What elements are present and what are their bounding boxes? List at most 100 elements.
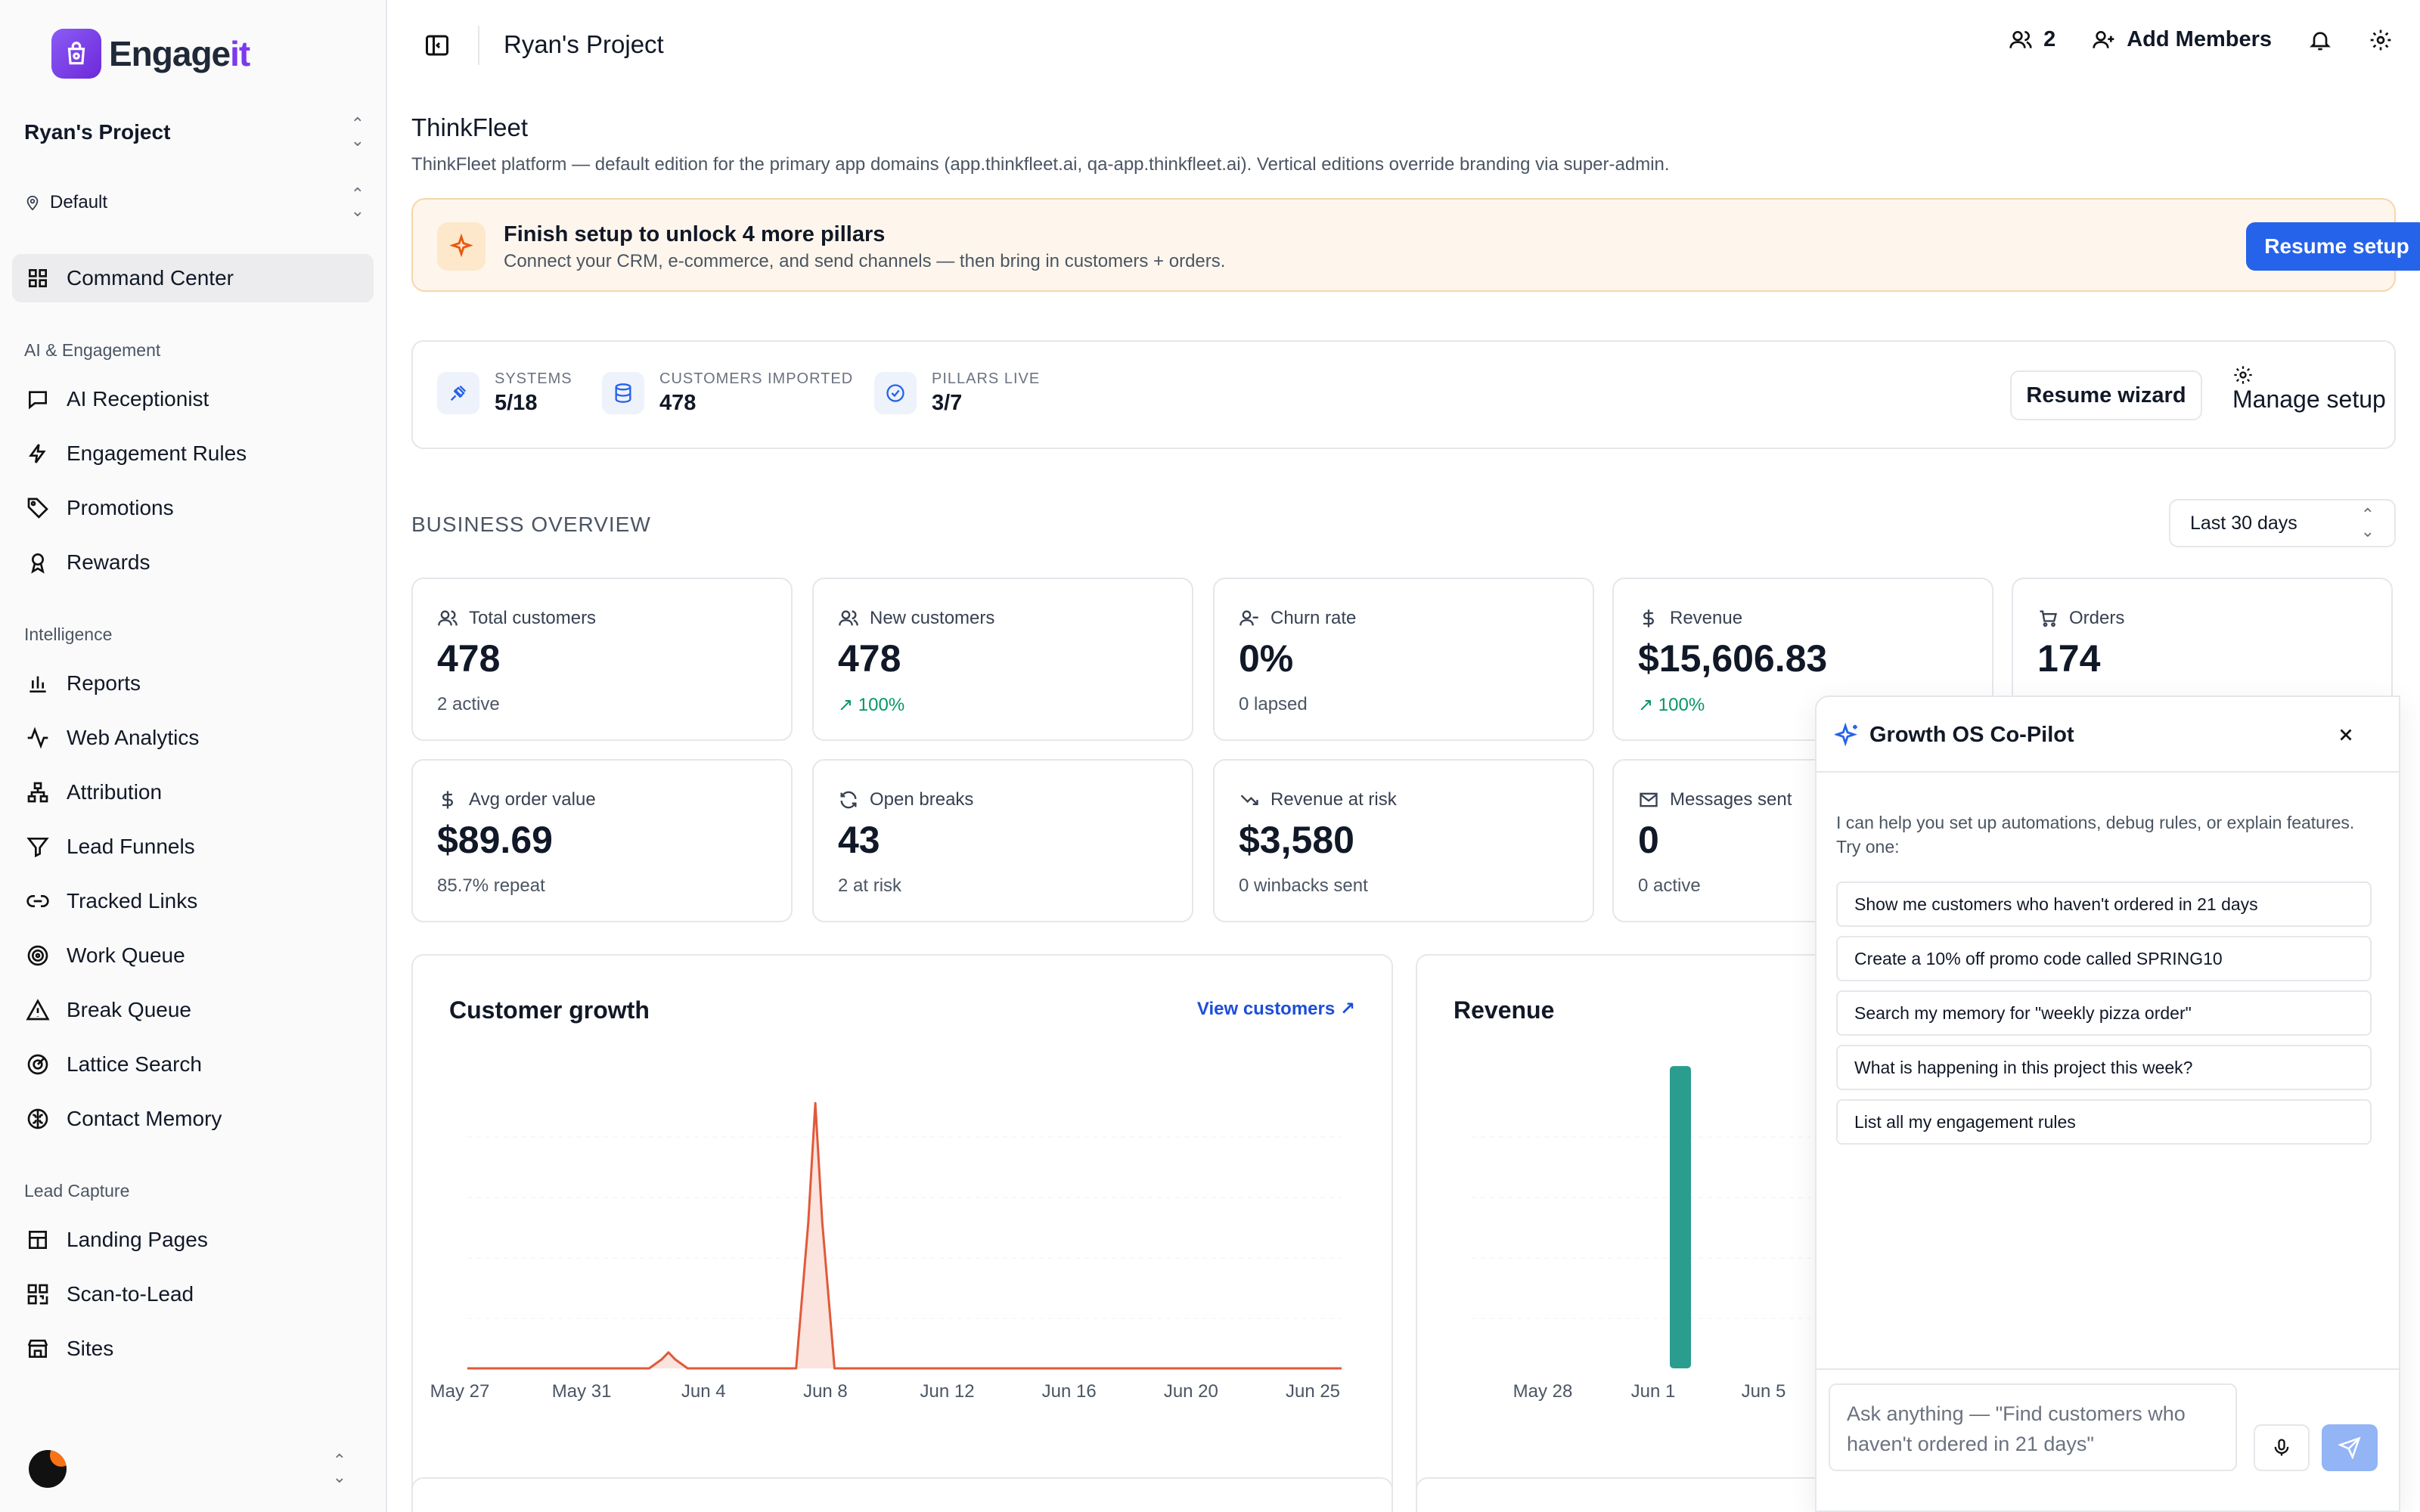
sidebar-item-break-queue[interactable]: Break Queue <box>12 986 374 1034</box>
sidebar-item-label: Web Analytics <box>67 726 200 749</box>
microphone-button[interactable] <box>2254 1424 2310 1471</box>
link-icon <box>26 895 49 907</box>
dollar-icon <box>442 791 453 809</box>
metric-trend: ↗ 100% <box>838 695 905 715</box>
sidebar-item-lead-funnels[interactable]: Lead Funnels <box>12 823 374 871</box>
metric-label: Revenue <box>1670 608 1743 628</box>
sidebar-item-attribution[interactable]: Attribution <box>12 768 374 816</box>
view-customers-link[interactable]: View customers ↗ <box>1196 999 1355 1019</box>
metric-sub: 85.7% repeat <box>437 875 545 896</box>
sidebar-item-tracked-links[interactable]: Tracked Links <box>12 877 374 925</box>
nav-section-title: Intelligence <box>24 624 113 644</box>
suggestion-chip[interactable]: Show me customers who haven't ordered in… <box>1836 881 2372 927</box>
sidebar-item-ai-receptionist[interactable]: AI Receptionist <box>12 375 374 423</box>
user-plus-icon <box>2093 30 2114 48</box>
app-title: ThinkFleet <box>411 113 529 141</box>
metric-label: Revenue at risk <box>1270 789 1397 810</box>
x-tick-label: May 28 <box>1513 1381 1573 1402</box>
brand-name: Engageit <box>109 34 250 73</box>
copilot-header: Growth OS Co-Pilot <box>1817 697 2399 773</box>
revenue-bar[interactable] <box>1670 1066 1691 1368</box>
sidebar-item-label: Tracked Links <box>67 889 198 912</box>
activity-icon <box>27 727 48 749</box>
project-switcher[interactable]: Ryan's Project ⌃ ⌄ <box>24 113 365 151</box>
sidebar-item-label: Contact Memory <box>67 1107 222 1130</box>
copilot-input[interactable] <box>1829 1383 2237 1471</box>
sidebar-item-work-queue[interactable]: Work Queue <box>12 931 374 980</box>
sidebar-item-label: Landing Pages <box>67 1228 208 1251</box>
date-range-select[interactable]: Last 30 days ⌃ ⌄ <box>2169 499 2396 547</box>
target-icon <box>27 945 48 966</box>
environment-name: Default <box>50 192 108 212</box>
sidebar-item-label: Rewards <box>67 550 150 574</box>
resume-setup-button[interactable]: Resume setup <box>2246 222 2420 271</box>
members-button[interactable]: 2 <box>2009 27 2055 52</box>
sidebar-item-label: Attribution <box>67 780 163 804</box>
x-tick-label: Jun 12 <box>920 1381 975 1402</box>
add-members-button[interactable]: Add Members <box>2092 27 2272 52</box>
sidebar-item-sites[interactable]: Sites <box>12 1325 374 1373</box>
suggestion-chip[interactable]: What is happening in this project this w… <box>1836 1045 2372 1090</box>
stat-value: 478 <box>659 391 697 415</box>
environment-switcher[interactable]: Default ⌃ ⌄ <box>24 185 365 220</box>
metric-value: $89.69 <box>437 819 553 861</box>
user-menu[interactable]: ⌃ ⌄ <box>29 1450 346 1488</box>
send-button[interactable] <box>2322 1424 2378 1471</box>
stat-value: 3/7 <box>932 391 963 415</box>
x-tick-label: Jun 8 <box>803 1381 848 1402</box>
sidebar-item-scan-to-lead[interactable]: Scan-to-Lead <box>12 1270 374 1318</box>
revenue-chart: May 28 Jun 1 Jun 5 <box>1472 1066 1810 1402</box>
metric-label: Messages sent <box>1670 789 1792 810</box>
metric-card-churn-rate[interactable]: Churn rate 0% 0 lapsed <box>1213 578 1594 741</box>
app-description: ThinkFleet platform — default edition fo… <box>411 154 1670 175</box>
metric-value: 174 <box>2037 637 2101 680</box>
manage-setup-button[interactable]: Manage setup <box>2232 364 2386 414</box>
metric-card-avg-order-value[interactable]: Avg order value $89.69 85.7% repeat <box>411 759 793 922</box>
resume-wizard-button[interactable]: Resume wizard <box>2010 370 2202 420</box>
brain-icon <box>27 1108 48 1129</box>
chevron-updown-icon: ⌃ ⌄ <box>2360 505 2375 541</box>
growth-line <box>467 1101 1342 1370</box>
setup-banner: Finish setup to unlock 4 more pillars Co… <box>411 198 2420 292</box>
bell-icon[interactable] <box>2308 28 2332 52</box>
sidebar-item-landing-pages[interactable]: Landing Pages <box>12 1216 374 1264</box>
section-title: BUSINESS OVERVIEW <box>411 513 651 536</box>
sidebar-item-web-analytics[interactable]: Web Analytics <box>12 714 374 762</box>
metric-card-new-customers[interactable]: New customers 478 ↗ 100% <box>812 578 1193 741</box>
check-circle-icon <box>874 372 917 414</box>
metric-value: 0% <box>1239 637 1294 680</box>
sidebar-item-reports[interactable]: Reports <box>12 659 374 708</box>
sidebar-item-promotions[interactable]: Promotions <box>12 484 374 532</box>
close-icon[interactable] <box>2331 720 2361 750</box>
sidebar-toggle-icon[interactable] <box>424 32 451 59</box>
sidebar-item-engagement-rules[interactable]: Engagement Rules <box>12 429 374 478</box>
warning-icon <box>26 999 50 1021</box>
sidebar-item-label: Promotions <box>67 496 174 519</box>
stat-systems: SYSTEMS 5/18 <box>437 370 572 416</box>
members-count: 2 <box>2043 27 2056 51</box>
metric-value: $15,606.83 <box>1638 637 1828 680</box>
sidebar-item-label: Reports <box>67 671 141 695</box>
suggestion-chip[interactable]: Create a 10% off promo code called SPRIN… <box>1836 936 2372 981</box>
project-name: Ryan's Project <box>24 120 171 144</box>
suggestion-chip[interactable]: Search my memory for "weekly pizza order… <box>1836 990 2372 1036</box>
manage-setup-label: Manage setup <box>2232 386 2386 413</box>
sidebar-item-lattice-search[interactable]: Lattice Search <box>12 1040 374 1089</box>
brand-logo[interactable]: Engageit <box>51 29 250 79</box>
metric-card-open-breaks[interactable]: Open breaks 43 2 at risk <box>812 759 1193 922</box>
chevron-updown-icon: ⌃ ⌄ <box>350 184 365 220</box>
sidebar-item-contact-memory[interactable]: Contact Memory <box>12 1095 374 1143</box>
layout-icon <box>29 1231 47 1249</box>
x-tick-label: Jun 4 <box>681 1381 726 1402</box>
sidebar-item-command-center[interactable]: Command Center <box>12 254 374 302</box>
users-icon <box>2009 30 2032 48</box>
plug-icon <box>437 372 479 414</box>
metric-card-revenue-at-risk[interactable]: Revenue at risk $3,580 0 winbacks sent <box>1213 759 1594 922</box>
sidebar-item-label: Engagement Rules <box>67 442 247 465</box>
metric-card-total-customers[interactable]: Total customers 478 2 active <box>411 578 793 741</box>
suggestion-chip[interactable]: List all my engagement rules <box>1836 1099 2372 1145</box>
chat-icon <box>29 391 47 410</box>
x-tick-label: Jun 20 <box>1164 1381 1218 1402</box>
gear-icon[interactable] <box>2369 28 2393 52</box>
sidebar-item-rewards[interactable]: Rewards <box>12 538 374 587</box>
